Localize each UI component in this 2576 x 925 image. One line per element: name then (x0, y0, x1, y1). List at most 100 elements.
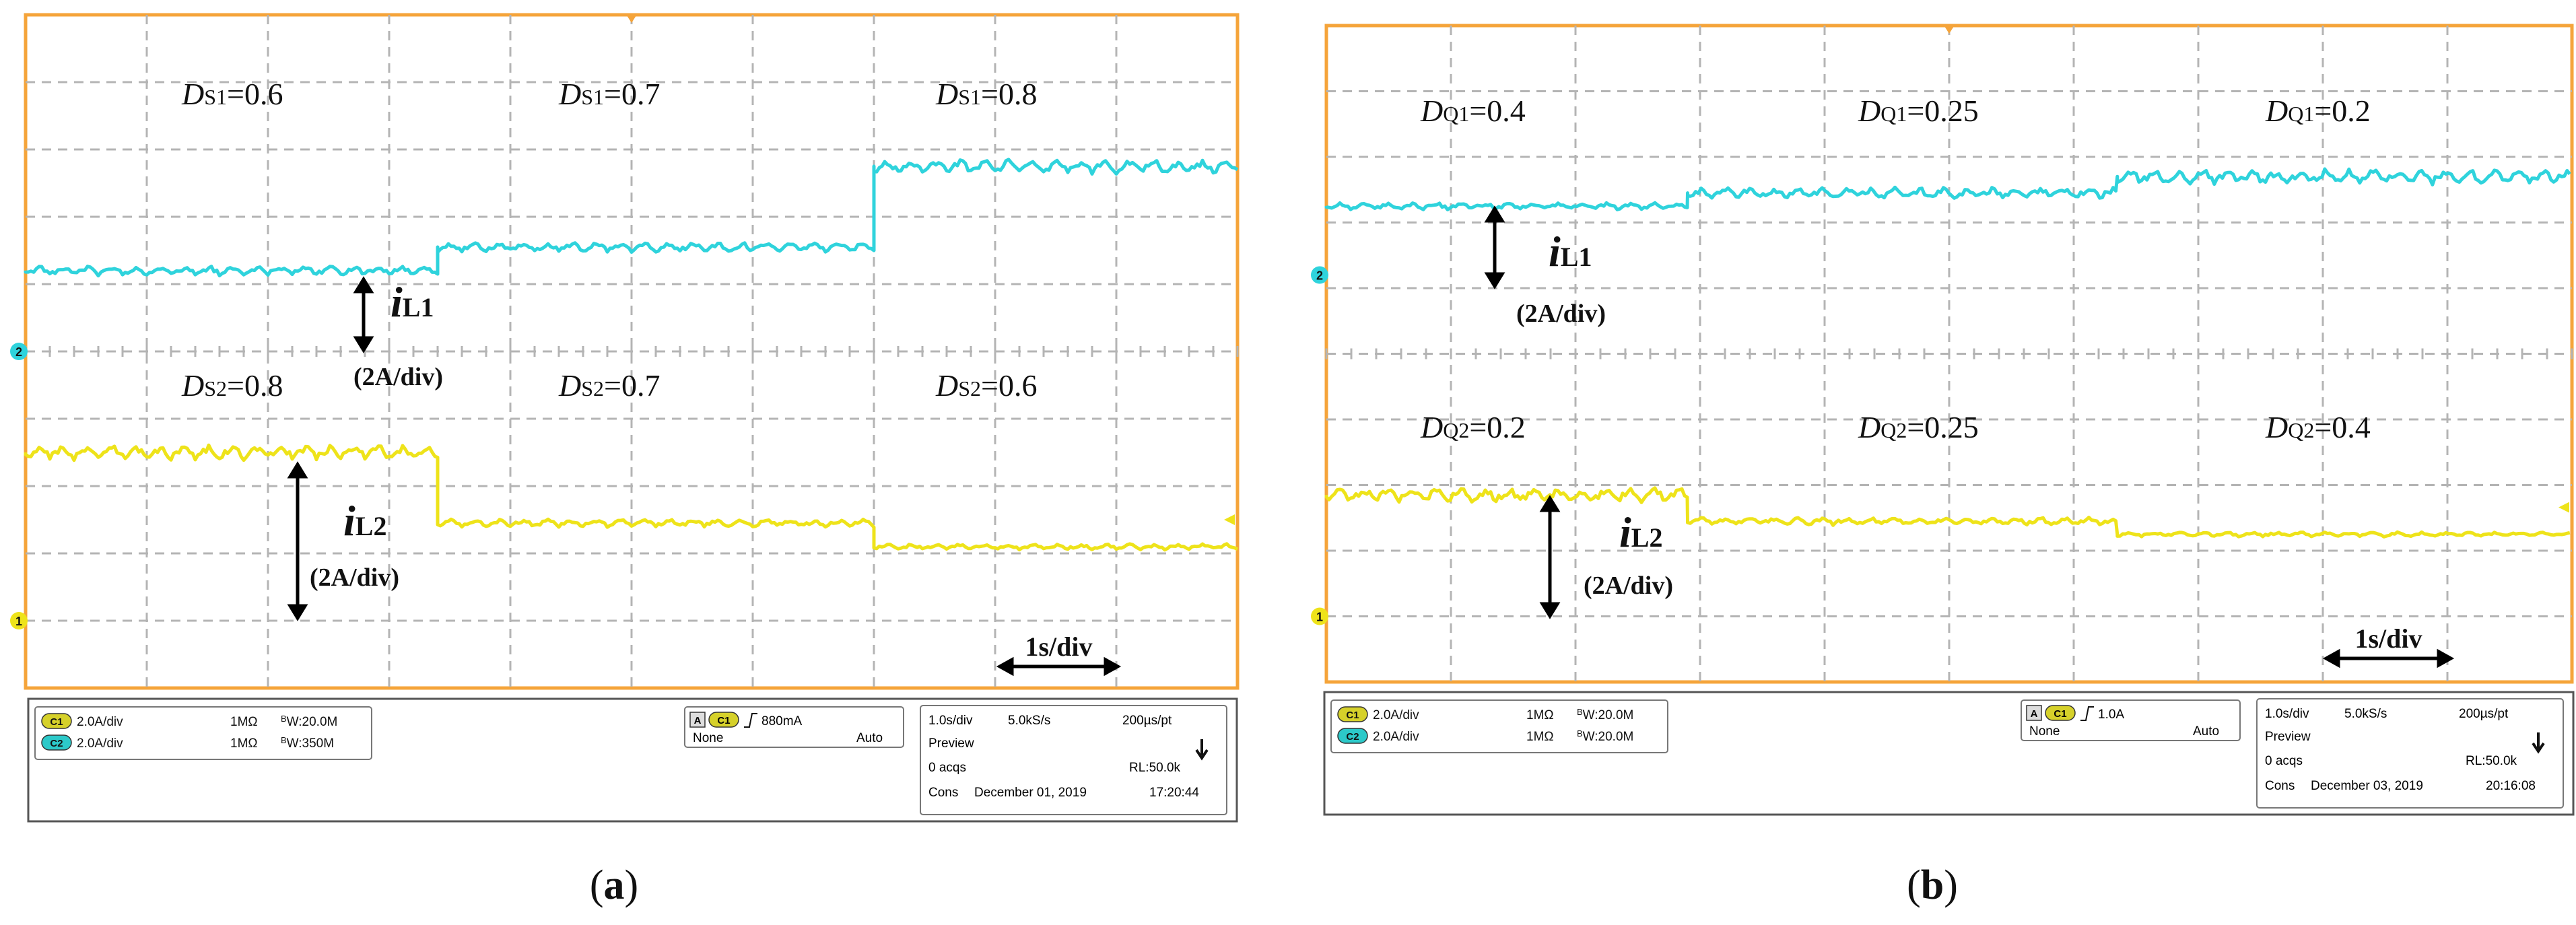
caption-paren-open: ( (1907, 862, 1921, 908)
current-symbol: i (391, 278, 403, 326)
caption-letter: a (604, 862, 625, 908)
trigger-channel-badge (2045, 705, 2076, 721)
duty-symbol: D (558, 368, 581, 403)
bandwidth-value: W:20.0M (287, 715, 338, 729)
channel-marker-2 (10, 343, 28, 360)
ch1-badge-label: C1 (50, 716, 63, 728)
acq-state: Preview (928, 736, 974, 751)
ch2-badge-label: C2 (1346, 731, 1359, 743)
channel-marker-label: 2 (15, 345, 22, 359)
trigger-channel-badge-label: C1 (717, 715, 730, 726)
acq-per-point: 200µs/pt (1122, 714, 1172, 728)
duty-subscript: Q2 (2288, 418, 2314, 442)
duty-symbol: D (1420, 94, 1443, 128)
scale-arrow (353, 276, 374, 353)
duty-value: =0.2 (1469, 410, 1525, 444)
duty-value: =0.4 (2314, 410, 2370, 444)
trigger-coupling: None (2029, 724, 2060, 739)
duty-symbol: D (1858, 94, 1880, 128)
duty-cycle-label: DQ1=0.25 (1858, 94, 1979, 128)
ch1-scale: 2.0A/div (77, 715, 123, 729)
trigger-coupling: None (693, 731, 723, 745)
trigger-level: 880mA (761, 714, 803, 728)
channel-marker-1 (1311, 607, 1328, 625)
grid (26, 15, 1238, 688)
arrow-head-up (1484, 205, 1505, 223)
bandwidth-prefix: B (281, 735, 287, 745)
duty-value: =0.2 (2314, 94, 2370, 128)
scale-arrow (287, 461, 308, 621)
waveform-il2 (1324, 486, 2571, 539)
channel-marker-2 (1311, 266, 1328, 284)
duty-subscript: S1 (204, 85, 227, 109)
channel-marker-label: 1 (15, 615, 22, 628)
rising-edge-icon (744, 713, 757, 728)
timebase-arrow (996, 656, 1122, 677)
acq-per-point: 200µs/pt (2459, 707, 2509, 721)
scale-arrow (1539, 495, 1561, 619)
bandwidth-prefix: B (1577, 707, 1583, 717)
duty-value: =0.6 (981, 368, 1037, 403)
trigger-mode: Auto (2193, 724, 2219, 739)
acq-mode: Cons (2265, 779, 2295, 793)
trigger-box (2021, 699, 2241, 741)
acq-timebase: 1.0s/div (928, 714, 973, 728)
timebase-label: 1s/div (1025, 631, 1092, 662)
waveform-il2 (24, 443, 1239, 552)
acq-timebase: 1.0s/div (2265, 707, 2309, 721)
channel-settings-box (1330, 699, 1668, 753)
channel-marker-label: 2 (1316, 269, 1323, 283)
ch2-impedance: 1MΩ (1526, 730, 1554, 744)
ch2-badge (41, 734, 72, 751)
arrow-head-left (2322, 648, 2340, 669)
duty-value: =0.7 (604, 368, 660, 403)
current-label: iL2 (343, 497, 386, 545)
duty-symbol: D (2265, 410, 2288, 444)
bandwidth-value: W:350M (287, 736, 334, 751)
acquisition-box (920, 705, 1227, 815)
duty-symbol: D (1420, 410, 1443, 444)
acq-time: 17:20:44 (1149, 786, 1199, 800)
duty-cycle-label: DQ1=0.2 (2265, 94, 2371, 128)
ch1-impedance: 1MΩ (1526, 708, 1554, 722)
timebase-label: 1s/div (2354, 623, 2422, 654)
current-subscript: L1 (1561, 242, 1592, 272)
duty-value: =0.7 (604, 77, 660, 111)
acq-sample-rate: 5.0kS/s (1008, 714, 1050, 728)
acq-mode: Cons (928, 786, 958, 800)
arrow-head-right (1104, 656, 1122, 677)
scale-arrow (1484, 205, 1505, 289)
trigger-channel-badge-label: C1 (2054, 708, 2066, 720)
caption-paren-open: ( (590, 862, 604, 908)
acquisition-box (2256, 698, 2564, 809)
arrow-head-down (1539, 602, 1561, 619)
trigger-mode-badge (689, 712, 706, 728)
trigger-level-marker (2558, 502, 2569, 513)
arrow-head-down (353, 336, 374, 353)
current-label: iL1 (391, 278, 434, 326)
duty-subscript: S2 (581, 376, 604, 401)
trigger-mode-badge-label: A (2031, 708, 2038, 720)
duty-subscript: S2 (204, 376, 227, 401)
timebase-arrow (2322, 648, 2455, 669)
channel-marker-label: 1 (1316, 611, 1323, 624)
arrow-head-right (2437, 648, 2455, 669)
panel-caption: (a) (590, 862, 638, 908)
arrow-head-up (1539, 495, 1561, 512)
ch1-bandwidth: BW:20.0M (281, 714, 337, 729)
current-symbol: i (1619, 508, 1631, 556)
acq-date: December 01, 2019 (974, 786, 1087, 800)
ch1-badge (41, 713, 72, 729)
ch2-bandwidth: BW:350M (281, 735, 334, 751)
current-label: iL2 (1619, 508, 1662, 556)
trigger-level-marker (1224, 514, 1235, 525)
duty-cycle-label: DQ2=0.4 (2265, 410, 2371, 444)
acq-count: 0 acqs (2265, 754, 2303, 768)
ch1-impedance: 1MΩ (230, 715, 258, 729)
ch2-scale: 2.0A/div (1373, 730, 1419, 744)
duty-subscript: S2 (958, 376, 981, 401)
ch1-badge (1337, 706, 1368, 722)
bandwidth-value: W:20.0M (1583, 708, 1634, 722)
